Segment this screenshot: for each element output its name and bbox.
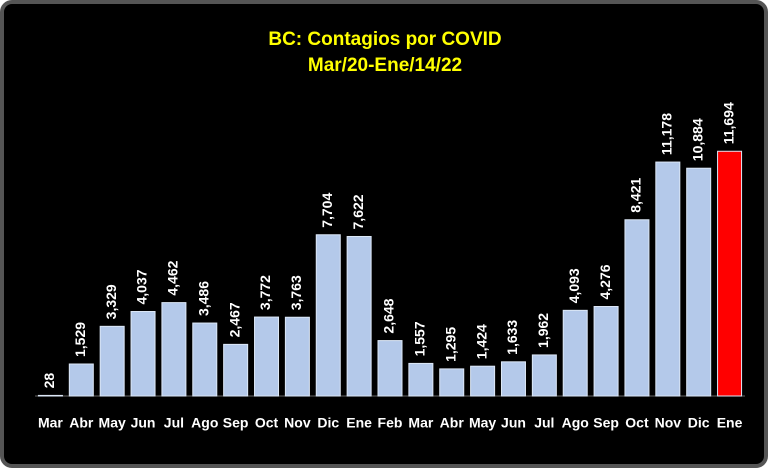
value-label: 11,694 [720, 102, 736, 144]
value-label: 2,648 [381, 298, 397, 333]
bar [470, 365, 496, 397]
x-tick-label: Mar [38, 415, 63, 431]
chart-subtitle: Mar/20-Ene/14/22 [308, 55, 462, 76]
bar [377, 340, 403, 397]
x-tick-label: Nov [655, 415, 682, 431]
x-tick-label: Ago [562, 415, 589, 431]
chart-title: BC: Contagios por COVID [268, 29, 501, 50]
x-tick-label: Jun [501, 415, 526, 431]
bar [531, 354, 557, 397]
bar [37, 394, 63, 397]
value-label: 2,467 [226, 302, 242, 337]
x-tick-label: Abr [440, 415, 465, 431]
x-tick-label: Oct [255, 415, 279, 431]
bar [439, 368, 465, 397]
bar [315, 234, 341, 397]
x-tick-label: Jul [164, 415, 184, 431]
value-label: 7,622 [350, 194, 366, 229]
value-label: 3,763 [288, 275, 304, 310]
x-tick-label: Mar [408, 415, 433, 431]
value-label: 1,424 [473, 324, 489, 359]
bar [562, 309, 588, 397]
bar [717, 150, 743, 397]
x-tick-label: Jun [131, 415, 156, 431]
value-label: 11,178 [659, 113, 675, 155]
x-tick-label: Nov [284, 415, 311, 431]
value-label: 3,329 [103, 284, 119, 319]
bar [161, 302, 187, 397]
value-label: 1,962 [535, 313, 551, 348]
bar [68, 363, 94, 397]
x-tick-label: Ene [346, 415, 372, 431]
x-tick-label: Oct [625, 415, 649, 431]
value-label: 4,462 [165, 260, 181, 295]
value-label: 8,421 [628, 178, 644, 213]
value-label: 28 [41, 373, 57, 389]
value-label: 4,276 [597, 264, 613, 299]
bar [593, 306, 619, 397]
bar [408, 362, 434, 397]
bar [624, 219, 650, 397]
value-label: 1,633 [504, 320, 520, 355]
x-tick-label: Ago [191, 415, 218, 431]
value-label: 7,704 [319, 193, 335, 228]
x-tick-label: May [469, 415, 496, 431]
value-label: 4,037 [134, 269, 150, 304]
bar [686, 167, 712, 397]
bar [130, 311, 156, 397]
x-tick-label: Feb [378, 415, 403, 431]
bar [223, 343, 249, 397]
value-label: 1,529 [72, 322, 88, 357]
bar [99, 325, 125, 397]
bar [254, 316, 280, 397]
x-tick-label: Ene [717, 415, 743, 431]
x-tick-label: Sep [593, 415, 619, 431]
x-tick-label: Abr [69, 415, 94, 431]
bar [284, 316, 310, 397]
value-label: 3,486 [195, 281, 211, 316]
bar [655, 161, 681, 397]
x-tick-label: Jul [534, 415, 554, 431]
value-label: 4,093 [566, 268, 582, 303]
bar [192, 322, 218, 397]
value-label: 1,557 [412, 321, 428, 356]
value-label: 1,295 [442, 327, 458, 362]
x-tick-label: Dic [317, 415, 339, 431]
bar [500, 361, 526, 397]
x-tick-label: Sep [223, 415, 249, 431]
bar [346, 235, 372, 397]
x-tick-label: May [99, 415, 126, 431]
value-label: 10,884 [689, 118, 705, 161]
value-label: 3,772 [257, 275, 273, 310]
x-tick-label: Dic [688, 415, 710, 431]
